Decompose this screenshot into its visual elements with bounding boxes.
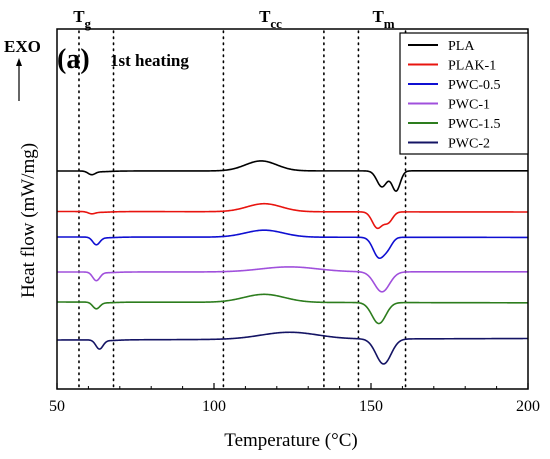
legend-box [399,32,529,155]
x-axis-ticks: 50 100 150 200 [49,383,540,415]
transition-label: Tm [372,7,394,31]
series-line-pwc-2 [57,331,528,365]
series-curves [57,160,528,365]
reference-lines [78,30,407,388]
x-axis-label: Temperature (°C) [224,430,357,451]
transition-label: Tg [73,7,91,31]
x-tick-label: 150 [359,398,383,415]
series-line-pla [57,160,528,193]
series-line-pwc-1 [57,266,528,293]
x-tick-label: 50 [49,398,65,415]
legend-label: PWC-2 [448,137,490,152]
series-line-plak-1 [57,202,528,230]
y-axis-label: Heat flow (mW/mg) [18,143,39,298]
exo-label: EXO [4,37,41,56]
x-tick-label: 200 [516,398,540,415]
exo-arrow-icon [16,58,22,101]
transition-labels: Tg Tcc Tm [73,7,395,31]
plot-frame [56,28,529,390]
chart-title: 1st heating [110,51,189,70]
transition-label: Tcc [259,7,282,31]
legend-label: PWC-1.5 [448,117,501,132]
legend-label: PLA [448,39,475,54]
legend-label: PLAK-1 [448,59,496,74]
series-line-pwc-0-5 [57,229,528,260]
panel-label: (a) [57,44,90,75]
x-tick-label: 100 [202,398,226,415]
series-line-pwc-1-5 [57,293,528,325]
legend-label: PWC-1 [448,98,490,113]
legend: PLA PLAK-1 PWC-0.5 PWC-1 PWC-1.5 PWC-2 [399,32,529,155]
legend-label: PWC-0.5 [448,78,501,93]
